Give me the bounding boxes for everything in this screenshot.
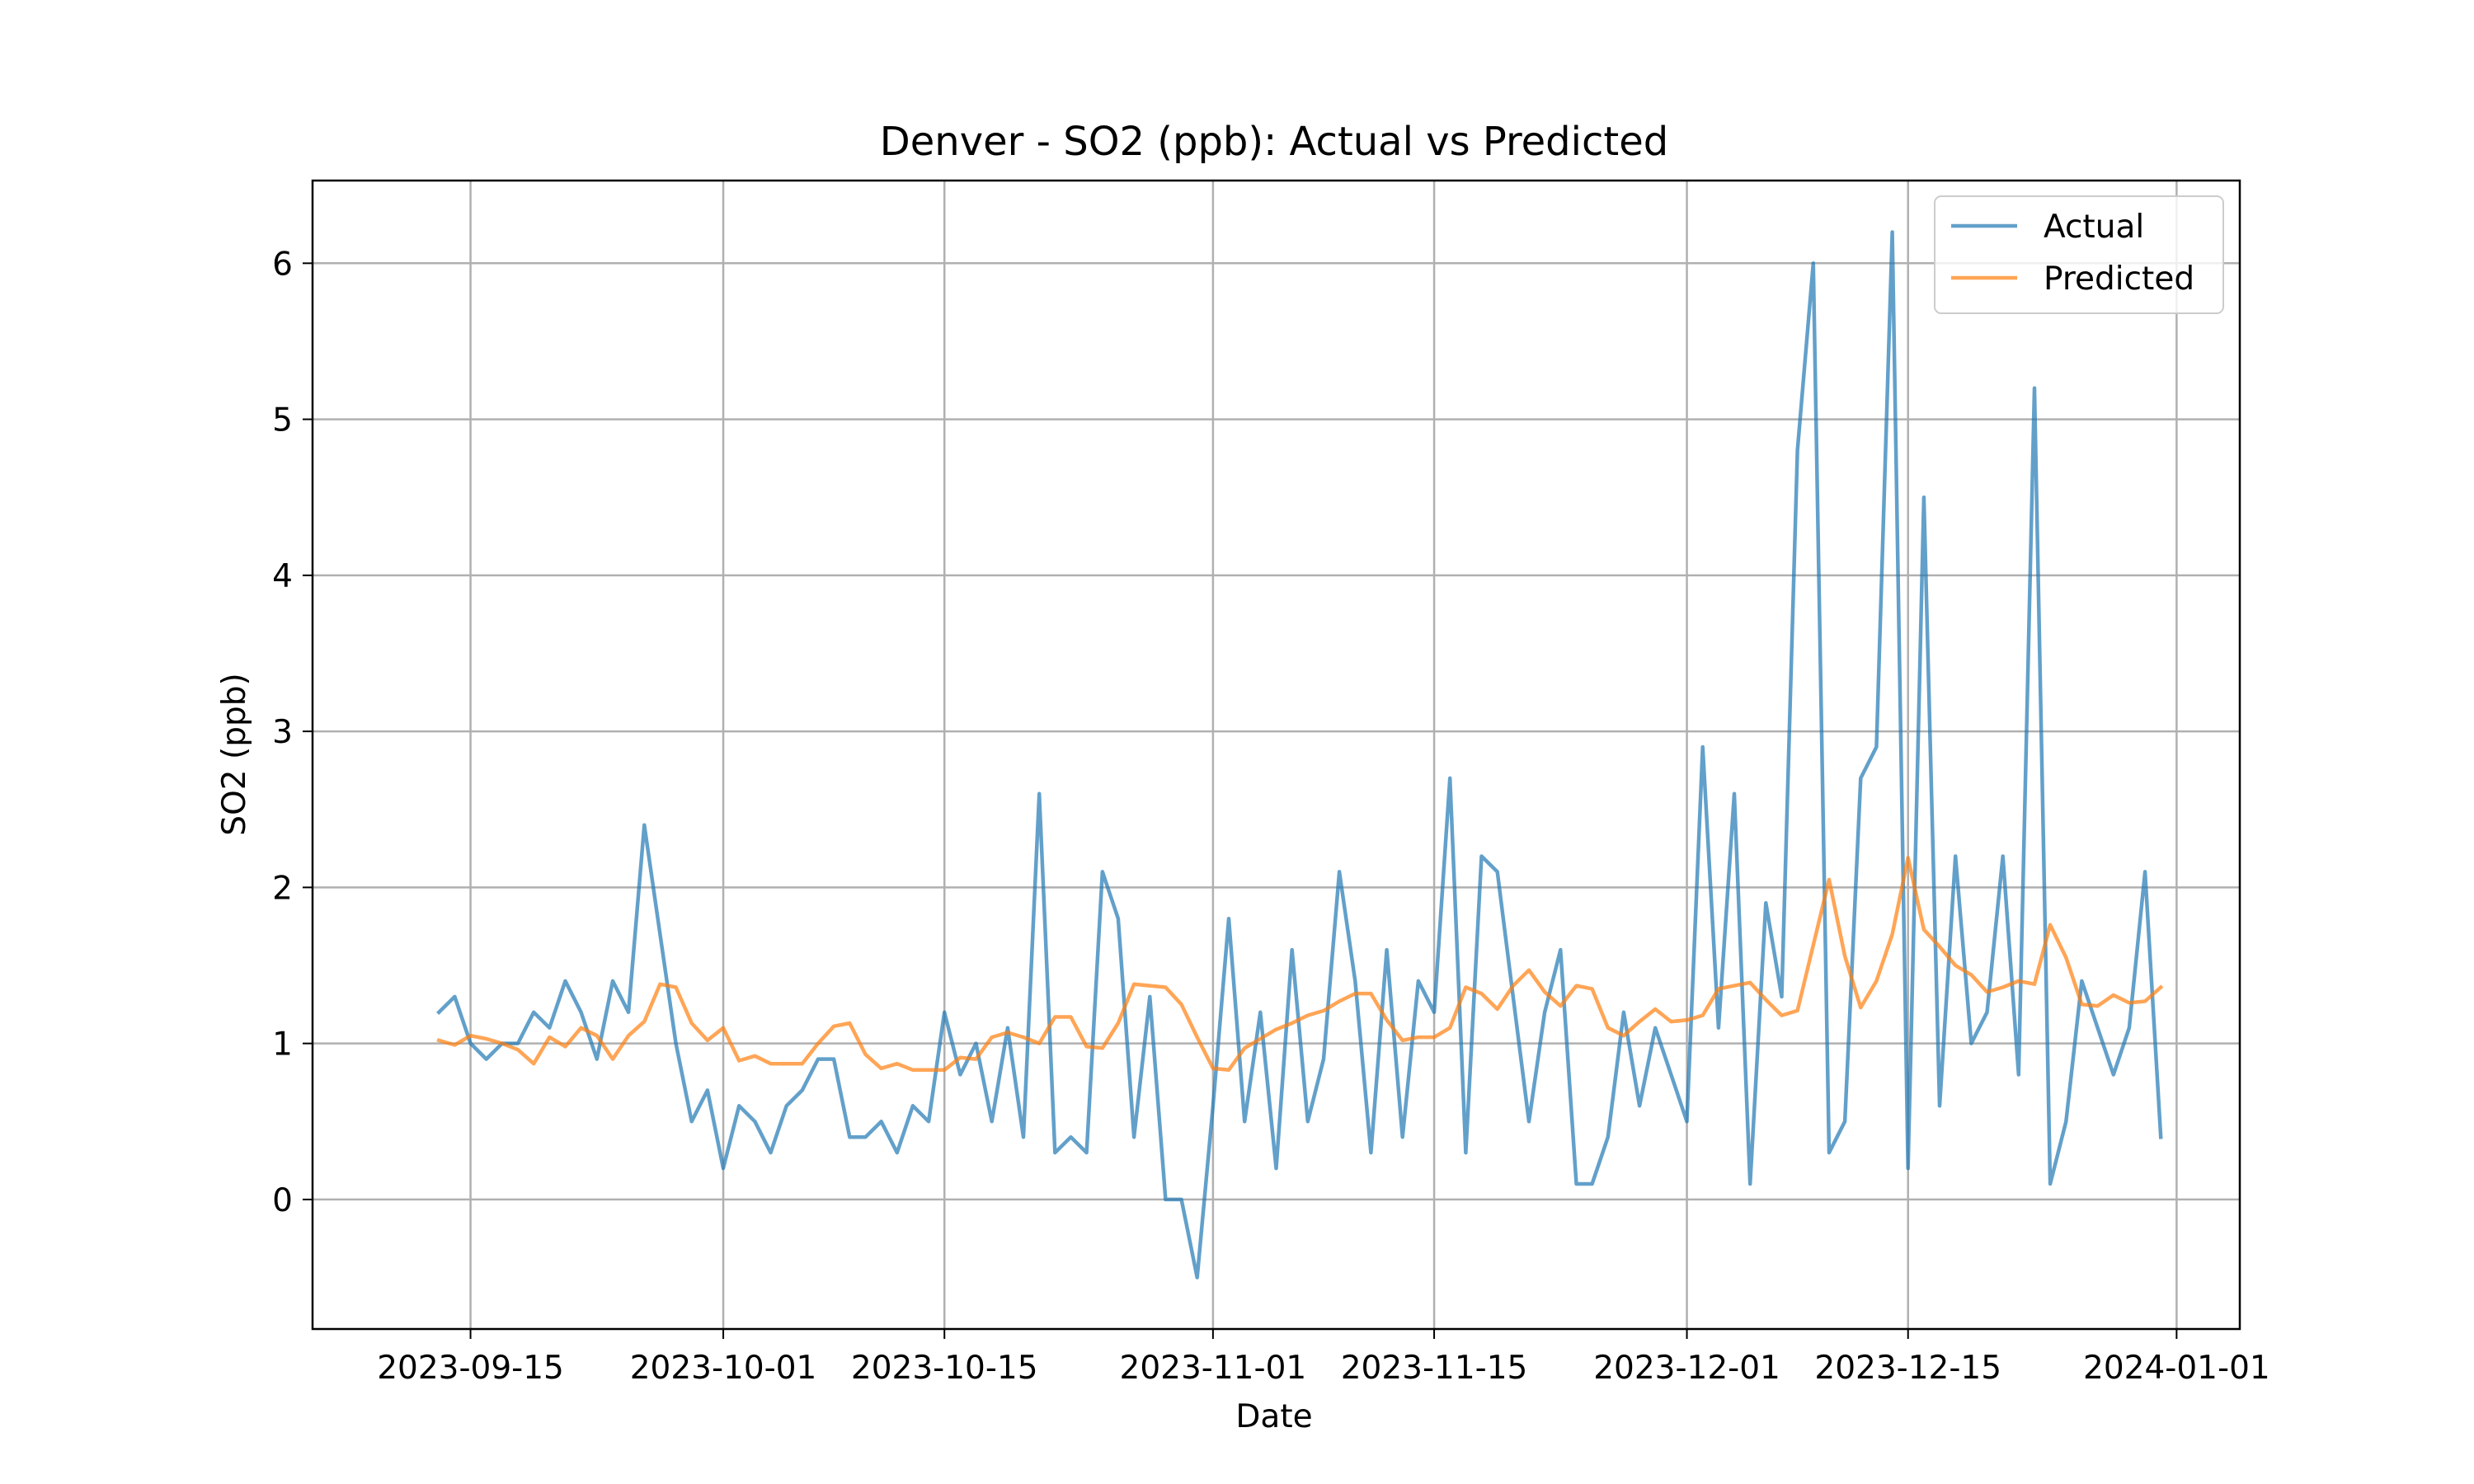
series-line-actual	[436, 230, 2163, 1280]
legend-label-actual: Actual	[2044, 209, 2144, 246]
y-tick-label: 1	[272, 1026, 293, 1064]
y-tick-label: 3	[272, 714, 293, 751]
x-tick-label: 2023-12-15	[1814, 1350, 2001, 1387]
x-axis-label: Date	[1235, 1398, 1312, 1435]
x-tick-label: 2024-01-01	[2083, 1350, 2270, 1387]
y-tick-label: 2	[272, 870, 293, 907]
grid	[313, 181, 2240, 1329]
x-tick-label: 2023-12-01	[1593, 1350, 1780, 1387]
y-tick-label: 5	[272, 402, 293, 439]
x-tick-label: 2023-10-01	[630, 1350, 817, 1387]
chart-title: Denver - SO2 (ppb): Actual vs Predicted	[880, 119, 1668, 165]
y-tick-label: 6	[272, 246, 293, 283]
y-tick-label: 4	[272, 558, 293, 595]
plot-frame	[311, 179, 2241, 1331]
series-line-predicted	[436, 856, 2164, 1073]
axis-ticks: 2023-09-15 2023-10-01 2023-10-15 2023-11-01…	[272, 246, 2270, 1387]
x-tick-label: 2023-09-15	[377, 1350, 564, 1387]
legend-label-predicted: Predicted	[2044, 261, 2194, 298]
x-tick-label: 2023-11-15	[1341, 1350, 1528, 1387]
y-tick-label: 0	[272, 1182, 293, 1219]
legend: Actual Predicted	[1934, 195, 2224, 314]
y-axis-label: SO2 (ppb)	[216, 673, 253, 835]
x-tick-label: 2023-10-15	[851, 1350, 1038, 1387]
x-tick-label: 2023-11-01	[1120, 1350, 1307, 1387]
series-lines	[436, 230, 2164, 1280]
